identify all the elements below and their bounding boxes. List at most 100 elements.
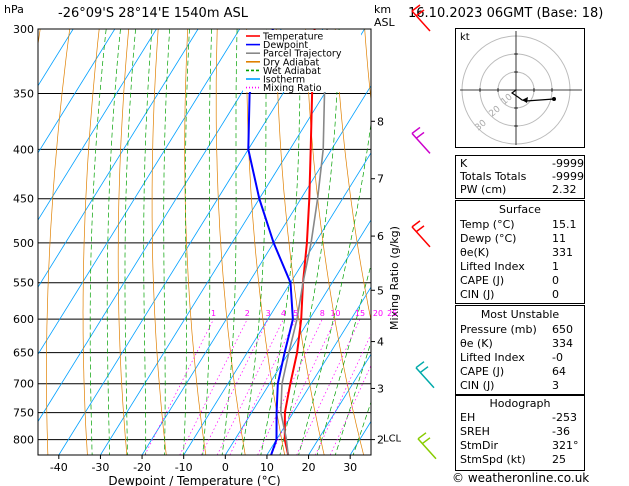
wet-adiabat-line (316, 263, 371, 455)
index-row-pw: PW (cm) 2.32 (460, 183, 577, 196)
mixing-ratio-label: 5 (293, 309, 298, 318)
temperature-tick-label: 30 (343, 461, 357, 474)
hodograph-ring-label: 30 (474, 118, 489, 133)
pressure-tick-label: 350 (13, 88, 34, 101)
temperature-tick-label: -40 (50, 461, 68, 474)
isotherm-line (100, 29, 365, 455)
temperature-tick-label: -30 (91, 461, 109, 474)
pressure-tick-label: 450 (13, 193, 34, 206)
temperature-tick-label: -10 (175, 461, 193, 474)
plot-frame (37, 28, 372, 456)
legend-box (243, 30, 361, 92)
surface-row-thetae: θe(K) 331 (460, 246, 573, 259)
legend-entry-dry-adiabat: Dry Adiabat (263, 57, 320, 68)
wet-adiabat-line (298, 121, 371, 455)
mixing-ratio-line (216, 319, 284, 455)
legend-entry-mixing-ratio: Mixing Ratio (263, 83, 322, 94)
dry-adiabat-line (215, 29, 246, 455)
profile-parcel-trajectory (279, 29, 328, 455)
mu-row-cin: CIN (J) 3 (460, 379, 559, 392)
mixing-ratio-line (329, 364, 371, 455)
mixing-ratio-line (257, 319, 323, 455)
wet-adiabat-line (143, 29, 153, 455)
mixing-ratio-line (296, 319, 361, 455)
mixing-ratio-axis-label: Mixing Ratio (g/kg) (388, 226, 401, 330)
mixing-ratio-label: 15 (355, 309, 365, 318)
hs-row-sreh: SREH -36 (460, 425, 570, 438)
hodograph-unit-label: kt (460, 32, 470, 43)
wet-adiabat-line (334, 340, 371, 455)
isotherm-line (183, 152, 371, 455)
isotherm-line (38, 29, 241, 356)
wet-adiabat-line (260, 29, 301, 455)
wind-barb (417, 432, 437, 460)
pressure-tick-label: 400 (13, 143, 34, 156)
hodograph-panel: kt 30 20 10 (455, 28, 585, 148)
wind-barb (415, 361, 435, 389)
x-axis-label: Dewpoint / Temperature (°C) (108, 474, 280, 486)
legend-entry-dewpoint: Dewpoint (263, 40, 308, 51)
temperature-tick-label: -20 (133, 461, 151, 474)
isotherm-line (58, 29, 324, 455)
mixing-ratio-label: 4 (281, 309, 286, 318)
surface-row-temp: Temp (°C) 15.1 (460, 218, 577, 231)
height-km-label: 3 (377, 382, 384, 395)
dry-adiabat-line (275, 29, 325, 455)
legend-entry-temperature: Temperature (262, 32, 323, 43)
dry-adiabat-line (46, 29, 71, 455)
hodograph-endpoint (552, 97, 556, 101)
wet-adiabat-line (241, 29, 267, 455)
wet-adiabat-line (183, 29, 190, 455)
height-km-label: 8 (377, 115, 384, 128)
pressure-tick-label: 550 (13, 277, 34, 290)
mixing-ratio-label: 25 (387, 309, 397, 318)
height-km-label: 4 (377, 336, 384, 349)
wet-adiabat-line (124, 29, 136, 455)
wet-adiabat-line (106, 29, 121, 455)
mixing-ratio-line (315, 333, 371, 455)
height-km-label: 6 (377, 230, 384, 243)
pressure-tick-label: 800 (13, 434, 34, 447)
wet-adiabat-line (89, 29, 107, 455)
wind-barb (411, 220, 431, 248)
hodograph-trace (510, 89, 555, 102)
isotherm-line (308, 353, 371, 455)
hodograph-plot: 30 20 10 (460, 31, 582, 145)
footer-credit: © weatheronline.co.uk (452, 471, 590, 485)
hs-row-stmspd: StmSpd (kt) 25 (460, 453, 566, 466)
wet-adiabat-line (163, 29, 171, 455)
mu-row-cape: CAPE (J) 64 (460, 365, 566, 378)
wind-barb (411, 4, 431, 32)
temperature-tick-label: 0 (222, 461, 229, 474)
hodograph-stats-panel: Hodograph EH -253 SREH -36 StmDir 321° StmS… (455, 395, 585, 471)
mixing-ratio-label: 3 (266, 309, 271, 318)
height-km-label: 7 (377, 173, 384, 186)
dry-adiabat-line (117, 29, 130, 455)
surface-panel: Surface Temp (°C) 15.1 Dewp (°C) 11 θe(K) 3… (455, 200, 585, 304)
indices-panel: K -9999 Totals Totals -9999 PW (cm) 2.32 (455, 155, 585, 199)
mu-row-thetae: θe (K) 334 (460, 337, 573, 350)
hs-row-eh: EH -253 (460, 411, 577, 424)
pressure-tick-label: 700 (13, 378, 34, 391)
profile-temperature (283, 29, 316, 455)
mixing-ratio-label: 2 (245, 309, 250, 318)
mixing-ratio-label: 1 (211, 309, 216, 318)
index-row-k: K -9999 (460, 157, 584, 170)
pressure-tick-label: 600 (13, 313, 34, 326)
mixing-ratio-label: 20 (373, 309, 383, 318)
isotherm-line (38, 29, 157, 221)
pressure-tick-label: 750 (13, 407, 34, 420)
dry-adiabat-line (151, 29, 167, 455)
surface-title: Surface (499, 203, 541, 216)
hs-row-stmdir: StmDir 321° (460, 439, 579, 452)
mixing-ratio-line (270, 319, 336, 455)
mixing-ratio-line (229, 319, 297, 455)
datetime-label: 16.10.2023 06GMT (Base: 18) (408, 6, 604, 21)
most-unstable-panel: Most Unstable Pressure (mb) 650 θe (K) 334… (455, 305, 585, 395)
legend-entry-isotherm: Isotherm (263, 75, 305, 86)
wet-adiabat-line (202, 29, 213, 455)
hodograph-ring-label: 10 (500, 92, 515, 107)
hodograph-storm-motion-arrow (522, 97, 528, 103)
temperature-tick-label: 20 (302, 461, 316, 474)
